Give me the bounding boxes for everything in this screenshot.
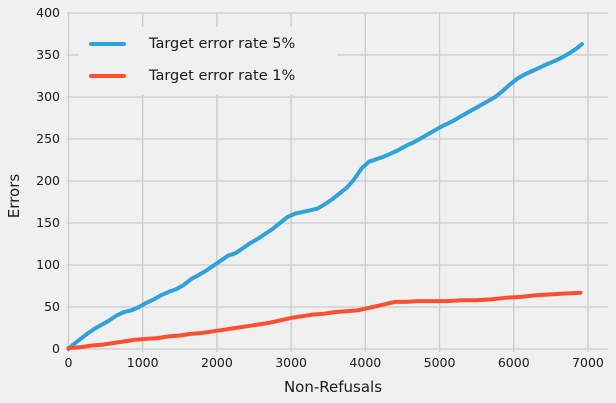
x-tick-label: 6000 [497, 355, 530, 370]
x-tick-label: 1000 [126, 355, 159, 370]
y-tick-label: 100 [36, 256, 60, 272]
y-tick-label: 50 [44, 298, 60, 314]
legend-label-target-5pct: Target error rate 5% [149, 36, 296, 52]
series-line-0 [66, 42, 584, 351]
x-tick-label: 5000 [423, 355, 456, 370]
red-line-swatch-icon [89, 73, 126, 79]
y-tick-label: 350 [36, 46, 60, 62]
blue-line-swatch-icon [89, 41, 126, 47]
legend-label-target-1pct: Target error rate 1% [149, 68, 296, 84]
y-tick-label: 250 [36, 130, 60, 146]
y-tick-label: 200 [36, 172, 60, 188]
legend-item-target-1pct: Target error rate 1% [89, 64, 337, 88]
y-tick-label: 150 [36, 214, 60, 230]
legend-item-target-5pct: Target error rate 5% [89, 32, 337, 56]
y-tick-label: 300 [36, 88, 60, 104]
x-tick-label: 3000 [275, 355, 308, 370]
x-tick-label: 2000 [201, 355, 233, 370]
x-tick-label: 0 [64, 355, 73, 370]
series-line-1 [66, 290, 583, 351]
y-tick-label: 0 [52, 340, 60, 356]
x-tick-label: 7000 [572, 355, 604, 370]
legend: Target error rate 5% Target error rate 1… [79, 27, 337, 95]
y-axis-title: Errors [5, 173, 23, 219]
y-tick-label: 400 [36, 5, 60, 20]
x-tick-label: 4000 [349, 355, 382, 370]
x-axis-title: Non-Refusals [283, 378, 383, 396]
